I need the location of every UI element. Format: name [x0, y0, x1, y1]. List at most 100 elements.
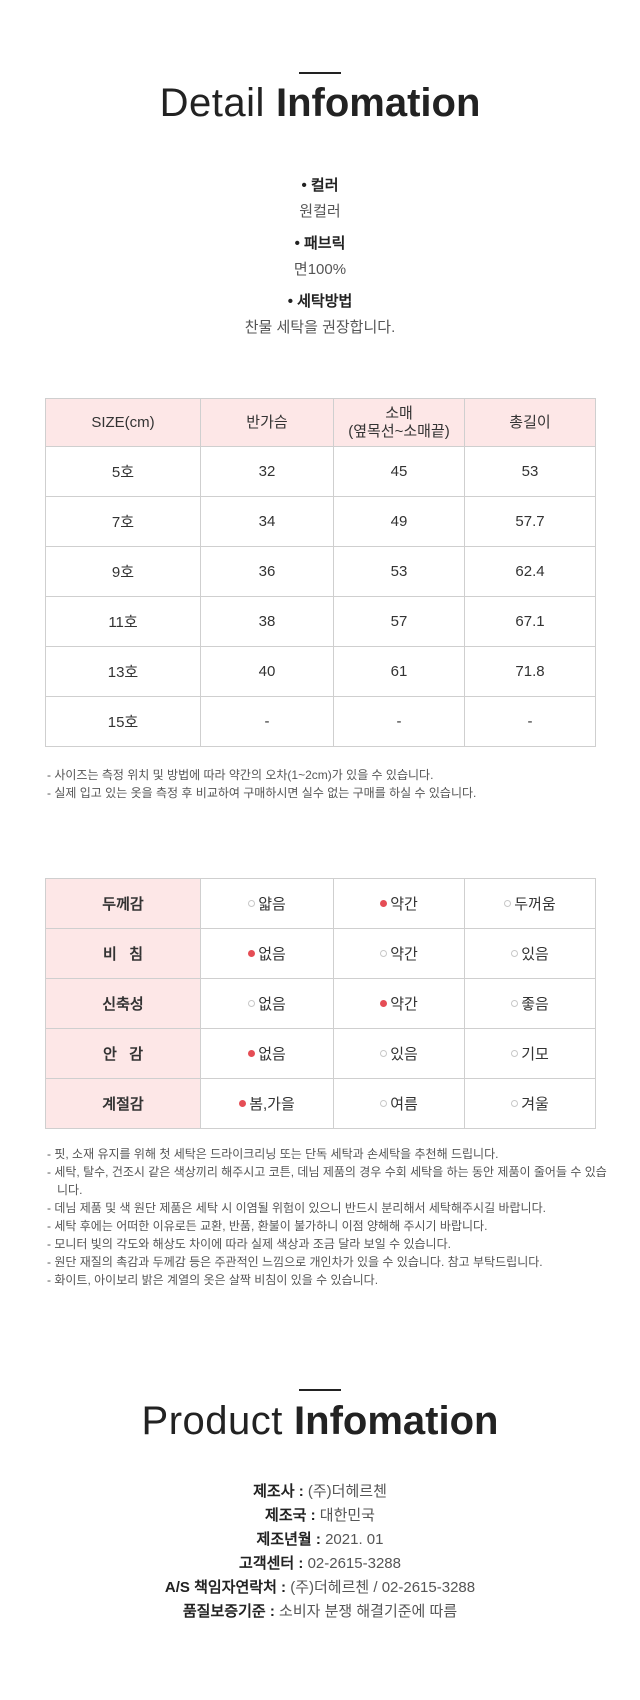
note-item: - 사이즈는 측정 위치 및 방법에 따라 약간의 오차(1~2cm)가 있을 …	[47, 768, 434, 782]
feel-option-cell: 좋음	[464, 978, 596, 1029]
info-key: 제조사 :	[253, 1483, 304, 1500]
feel-option: 얇음	[248, 893, 286, 914]
empty-dot-icon	[248, 1000, 256, 1007]
feel-option-cell: 봄,가을	[200, 1078, 334, 1129]
feel-option-label: 여름	[390, 1096, 418, 1113]
filled-dot-icon	[239, 1100, 247, 1107]
feel-option-label: 없음	[258, 1046, 286, 1063]
fabric-feel-table: 두께감 얇음 약간 두꺼움 비 침 없음 약간 있음 신축성 없음 약간 좋음 안 감 없음 있음 기모 계절감…	[45, 878, 596, 1129]
table-row: 안 감 없음 있음 기모	[45, 1028, 596, 1079]
note-item: - 화이트, 아이보리 밝은 계열의 옷은 살짝 비침이 있을 수 있습니다.	[47, 1273, 379, 1287]
info-value: (주)더헤르첸 / 02-2615-3288	[290, 1579, 476, 1596]
size-cell: 61	[333, 646, 465, 697]
size-cell: 13호	[45, 646, 201, 697]
size-cell: 11호	[45, 596, 201, 647]
spec-color: • 컬러 원컬러	[0, 176, 640, 222]
product-title-rule	[299, 1389, 341, 1391]
product-info-list: 제조사 : (주)더헤르첸 제조국 : 대한민국 제조년월 : 2021. 01…	[0, 1480, 640, 1624]
spec-value: 면100%	[293, 261, 347, 278]
empty-dot-icon	[504, 900, 512, 907]
product-title: Product Infomation	[0, 1396, 640, 1446]
size-header-cell: 소매 (옆목선~소매끝)	[333, 398, 465, 447]
feel-option-cell: 약간	[333, 978, 465, 1029]
info-key: 제조년월 :	[256, 1531, 321, 1548]
product-title-light: Product	[141, 1399, 283, 1443]
product-title-bold: Infomation	[294, 1399, 499, 1443]
feel-option-selected: 없음	[248, 1043, 286, 1064]
note-item: - 데님 제품 및 색 원단 제품은 세탁 시 이염될 위험이 있으니 반드시 …	[47, 1201, 546, 1215]
empty-dot-icon	[511, 1000, 519, 1007]
size-header-cell: SIZE(cm)	[45, 398, 201, 447]
table-row: 두께감 얇음 약간 두꺼움	[45, 878, 596, 929]
feel-option-selected: 약간	[380, 893, 418, 914]
feel-option-cell: 있음	[464, 928, 596, 979]
size-header-line: (옆목선~소매끝)	[348, 422, 450, 440]
table-row: 7호 34 49 57.7	[45, 496, 596, 547]
table-row: 5호 32 45 53	[45, 446, 596, 497]
size-cell: 45	[333, 446, 465, 497]
feel-option-label: 봄,가을	[249, 1096, 295, 1113]
size-cell: 53	[464, 446, 596, 497]
filled-dot-icon	[248, 1050, 256, 1057]
feel-row-label: 비 침	[45, 928, 201, 979]
product-info-row: 제조년월 : 2021. 01	[0, 1528, 640, 1552]
product-info-row: 고객센터 : 02-2615-3288	[0, 1552, 640, 1576]
size-cell: 38	[200, 596, 334, 647]
detail-title-bold: Infomation	[275, 81, 481, 125]
note-item: - 세탁, 탈수, 건조시 같은 색상끼리 해주시고 코튼, 데님 제품의 경우…	[47, 1165, 607, 1197]
feel-option: 겨울	[511, 1093, 549, 1114]
info-key: 품질보증기준 :	[182, 1603, 275, 1620]
size-cell: 71.8	[464, 646, 596, 697]
spec-value: 찬물 세탁을 권장합니다.	[244, 319, 396, 336]
table-row: 신축성 없음 약간 좋음	[45, 978, 596, 1029]
size-cell: 67.1	[464, 596, 596, 647]
feel-option-selected: 없음	[248, 943, 286, 964]
detail-title: Detail Infomation	[0, 78, 640, 128]
feel-option-cell: 두꺼움	[464, 878, 596, 929]
feel-row-label: 계절감	[45, 1078, 201, 1129]
feel-option-label: 없음	[258, 996, 286, 1013]
spec-value: 원컬러	[299, 203, 341, 220]
spec-label: • 세탁방법	[287, 293, 353, 310]
info-key: 제조국 :	[265, 1507, 316, 1524]
feel-option-cell: 약간	[333, 878, 465, 929]
feel-option-cell: 기모	[464, 1028, 596, 1079]
size-header-cell: 반가슴	[200, 398, 334, 447]
info-value: 소비자 분쟁 해결기준에 따름	[279, 1603, 458, 1620]
info-key: A/S 책임자연락처 :	[164, 1579, 287, 1596]
feel-option-cell: 있음	[333, 1028, 465, 1079]
feel-row-label: 신축성	[45, 978, 201, 1029]
table-row: 비 침 없음 약간 있음	[45, 928, 596, 979]
product-info-row: 제조국 : 대한민국	[0, 1504, 640, 1528]
feel-option-cell: 없음	[200, 928, 334, 979]
size-cell: 15호	[45, 696, 201, 747]
note-item: - 핏, 소재 유지를 위해 첫 세탁은 드라이크리닝 또는 단독 세탁과 손세…	[47, 1147, 499, 1161]
size-cell: 34	[200, 496, 334, 547]
size-cell: 49	[333, 496, 465, 547]
feel-option-label: 약간	[390, 946, 418, 963]
feel-option-cell: 얇음	[200, 878, 334, 929]
size-cell: 62.4	[464, 546, 596, 597]
size-cell: 53	[333, 546, 465, 597]
info-value: 02-2615-3288	[307, 1555, 401, 1572]
note-item: - 세탁 후에는 어떠한 이유로든 교환, 반품, 환불이 불가하니 이점 양해…	[47, 1219, 488, 1233]
table-row: 11호 38 57 67.1	[45, 596, 596, 647]
size-cell: 9호	[45, 546, 201, 597]
size-cell: 57	[333, 596, 465, 647]
detail-title-light: Detail	[159, 81, 265, 125]
size-cell: -	[200, 696, 334, 747]
feel-option-label: 있음	[521, 946, 549, 963]
filled-dot-icon	[380, 900, 388, 907]
feel-option: 기모	[511, 1043, 549, 1064]
note-item: - 원단 재질의 촉감과 두께감 등은 주관적인 느낌으로 개인차가 있을 수 …	[47, 1255, 543, 1269]
feel-option-label: 약간	[390, 896, 418, 913]
table-row: 13호 40 61 71.8	[45, 646, 596, 697]
care-notes: - 핏, 소재 유지를 위해 첫 세탁은 드라이크리닝 또는 단독 세탁과 손세…	[47, 1145, 607, 1289]
feel-option: 없음	[248, 993, 286, 1014]
feel-option-label: 있음	[390, 1046, 418, 1063]
info-value: (주)더헤르첸	[307, 1483, 387, 1500]
table-row: 15호 - - -	[45, 696, 596, 747]
filled-dot-icon	[380, 1000, 388, 1007]
feel-option: 여름	[380, 1093, 418, 1114]
info-key: 고객센터 :	[239, 1555, 304, 1572]
